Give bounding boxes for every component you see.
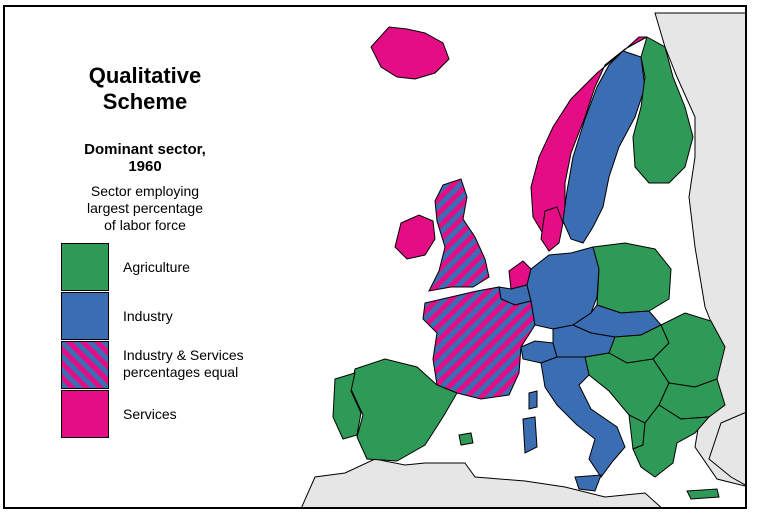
region-sweden [562, 50, 646, 244]
legend-swatch-services [61, 390, 109, 438]
region-finland [632, 36, 694, 184]
legend-item-services: Services [61, 390, 301, 440]
description-line-1: Sector employing [90, 183, 200, 199]
region-italy [540, 356, 626, 478]
legend-item-industry: Industry [61, 292, 301, 342]
map-subtitle: Dominant sector, 1960 [55, 141, 235, 175]
europe-map [301, 12, 745, 507]
map-frame: Qualitative Scheme Dominant sector, 1960… [3, 5, 747, 509]
legend-label-industry: Industry [123, 308, 173, 324]
region-crete [686, 488, 720, 500]
region-greece [632, 404, 711, 478]
region-sardinia [522, 416, 538, 454]
subtitle-line-1: Dominant sector, [84, 141, 206, 158]
subtitle-line-2: 1960 [128, 158, 162, 175]
legend-swatch-industry [61, 292, 109, 340]
legend-label-industry-services-1: Industry & Services [123, 347, 244, 363]
region-poland [592, 242, 672, 314]
title-line-2: Scheme [102, 89, 188, 114]
region-united-kingdom [428, 178, 490, 292]
legend-swatch-agriculture [61, 243, 109, 291]
region-ireland [394, 214, 436, 260]
title-line-1: Qualitative [88, 63, 202, 88]
legend-label-agriculture: Agriculture [123, 259, 190, 275]
legend-item-agriculture: Agriculture [61, 243, 301, 293]
description-line-3: of labor force [104, 217, 186, 233]
map-title: Qualitative Scheme [55, 63, 235, 115]
region-france [422, 286, 536, 400]
region-balearic [458, 432, 474, 446]
region-denmark [540, 206, 564, 252]
region-sicily [574, 474, 602, 492]
region-spain [350, 358, 458, 462]
turkey-land [708, 412, 745, 486]
region-portugal [332, 372, 362, 440]
region-iceland [370, 26, 450, 80]
legend-label-services: Services [123, 406, 177, 422]
russia-land [654, 12, 745, 487]
legend-label-industry-services-2: percentages equal [123, 364, 239, 380]
map-description: Sector employing largest percentage of l… [55, 183, 235, 234]
region-corsica [528, 390, 538, 410]
legend-swatch-industry-services [61, 341, 109, 389]
legend-item-industry-services: Industry & Services percentages equal [61, 341, 301, 391]
africa-land [301, 458, 662, 507]
description-line-2: largest percentage [87, 200, 203, 216]
